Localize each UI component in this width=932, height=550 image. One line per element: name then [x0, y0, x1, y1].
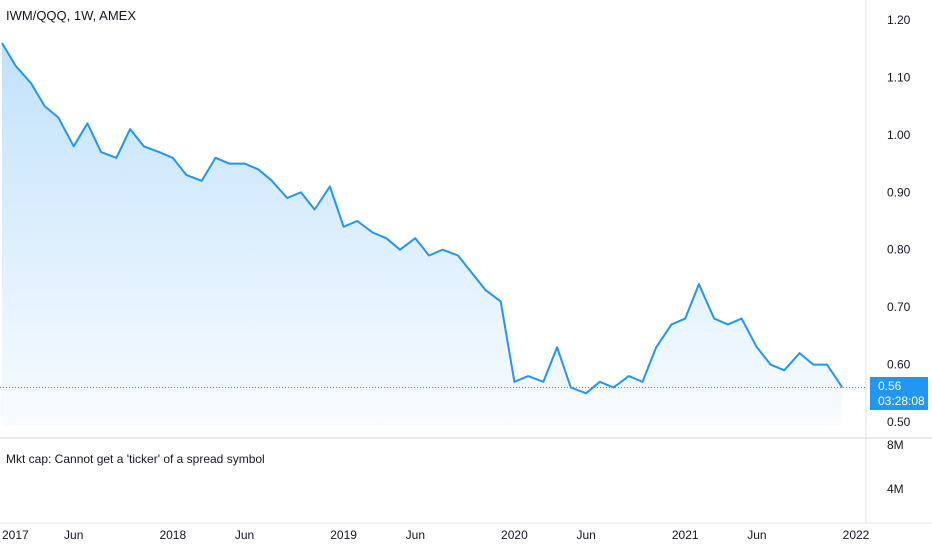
time-tick-label: Jun	[235, 528, 254, 542]
series-line-path[interactable]	[1, 42, 844, 395]
price-tick-label: 1.10	[887, 70, 911, 84]
time-tick-label: 2021	[672, 528, 699, 542]
time-tick-label: 2020	[501, 528, 528, 542]
bar-countdown: 03:28:08	[878, 394, 925, 408]
price-tick-label: 1.00	[887, 128, 911, 142]
time-tick-label: Jun	[64, 528, 83, 542]
price-tick-label: 0.50	[887, 415, 911, 429]
series-area-fill	[2, 43, 843, 426]
series-line	[1, 42, 844, 395]
last-price-value: 0.56	[878, 379, 902, 393]
mkt-cap-indicator-label: Mkt cap: Cannot get a 'ticker' of a spre…	[6, 452, 265, 466]
volume-tick-label: 4M	[887, 482, 904, 496]
price-tick-label: 0.80	[887, 243, 911, 257]
price-axis[interactable]: 1.20 1.10 1.00 0.90 0.80 0.70 0.60 0.50	[887, 13, 911, 429]
time-tick-label: 2022	[843, 528, 870, 542]
symbol-title[interactable]: IWM/QQQ, 1W, AMEX	[6, 8, 137, 23]
price-tick-label: 1.20	[887, 13, 911, 27]
volume-axis: 8M 4M	[887, 438, 904, 496]
time-axis[interactable]: 2017 Jun 2018 Jun 2019 Jun 2020 Jun 2021 Jun 2022	[2, 528, 870, 542]
price-tick-label: 0.70	[887, 300, 911, 314]
last-price-badge: 0.56 03:28:08	[870, 377, 928, 410]
price-tick-label: 0.60	[887, 358, 911, 372]
time-tick-label: Jun	[747, 528, 766, 542]
time-tick-label: 2018	[159, 528, 186, 542]
volume-tick-label: 8M	[887, 438, 904, 452]
time-tick-label: 2017	[2, 528, 29, 542]
time-tick-label: Jun	[406, 528, 425, 542]
time-tick-label: Jun	[576, 528, 595, 542]
time-tick-label: 2019	[330, 528, 357, 542]
pane-separators	[0, 0, 932, 524]
series-area	[2, 43, 843, 426]
price-tick-label: 0.90	[887, 185, 911, 199]
